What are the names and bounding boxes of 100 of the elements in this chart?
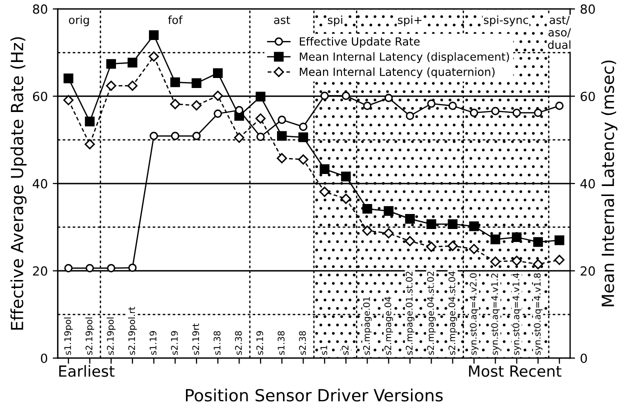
point [469,221,479,232]
point [512,232,522,242]
point [234,132,244,143]
point [191,100,202,110]
point [299,122,308,131]
x-tick-label: s2 [342,346,349,355]
point [127,80,138,91]
y-tick-label: 20 [33,266,48,276]
point [341,172,351,182]
annotation: spi-sync [484,15,528,26]
point [106,80,116,91]
annotation: fof [168,15,183,24]
x-tick-label: s2.19pol [85,318,94,355]
annotation: spi [328,15,342,26]
point [84,139,95,150]
x-tick-label: syn.st0.aq=4.v2.0 [470,273,478,355]
y-tick-label: 60 [33,92,48,102]
point [555,102,564,110]
point [64,264,73,272]
point [405,214,415,224]
x-tick-label: s2.19 [170,331,178,355]
point [278,116,286,124]
point [384,94,393,102]
y-tick-label: 80 [32,4,48,14]
x-tick-label: s2.19pol [106,318,116,355]
x-tick-label: s1.19 [150,331,156,355]
point [470,108,478,117]
point [534,108,542,117]
point [533,237,543,247]
point [362,204,372,214]
point [319,186,330,197]
x-tick-label: s2.mpage.04 [384,296,393,355]
point [404,236,416,246]
point [64,73,74,84]
point [384,228,394,238]
point [214,110,222,118]
point [512,256,522,266]
point [362,226,372,236]
point [256,92,266,102]
y-tick-label: 40 [32,178,48,188]
text: Earliest [59,365,115,377]
legend-label: Mean Internal Latency (displacement) [300,52,509,63]
annotation: orig [68,15,89,26]
point [106,264,116,272]
point [426,242,436,252]
x-tick-label: s1.38 [278,331,285,355]
point [148,30,159,40]
point [532,259,544,270]
x-tick-label: s1 [320,346,328,355]
point [427,99,436,108]
x-tick-label: s2.19pol.rt [128,306,137,355]
point [86,264,94,272]
point [512,108,521,117]
point [212,90,223,101]
point [212,68,223,78]
annotation: spi+ [398,15,422,26]
y-axis-title: Effective Average Update Rate (Hz) [10,37,27,330]
point [84,116,95,126]
point [448,219,458,229]
x-tick-label: s2.38 [234,331,242,355]
y2-tick-label: 80 [580,4,595,14]
x-tick-label: s2.19rt [192,323,200,355]
point [340,194,352,204]
y2-tick-label: 40 [580,178,595,188]
x-tick-label: syn.st0.aq=4.v1.2 [491,274,500,355]
y2-tick-label: 0 [580,354,587,364]
x-tick-label: syn.st0.aq=4.v1.8 [534,273,542,355]
point [170,132,180,140]
x-tick-label: s1.19pol [64,318,73,355]
point [448,240,458,252]
point [255,113,266,124]
y2-tick-label: 60 [580,92,595,102]
point [276,153,288,164]
point [320,164,330,174]
x-tick-label: syn.st0.aq=4.v1.4 [512,273,522,355]
point [192,78,202,88]
point [554,254,565,266]
legend-label: Mean Internal Latency (quaternion) [300,67,495,78]
point [170,98,180,110]
point [63,95,74,106]
point [468,244,480,254]
point [490,234,500,244]
point [148,51,159,62]
point [554,235,564,246]
point [128,264,137,272]
point [426,219,436,229]
legend-label: Effective Update Rate [300,37,420,48]
point [192,132,201,140]
point [128,58,138,68]
point [342,92,350,100]
x-tick-label: s2.mpage.01.st.02 [406,272,414,355]
point [448,102,457,110]
point [491,106,500,116]
point [363,102,372,110]
text: Most Recent [469,366,562,377]
point [106,59,116,69]
point [320,92,329,100]
annotation: ast [274,16,290,24]
point [277,131,287,141]
point [170,77,180,88]
